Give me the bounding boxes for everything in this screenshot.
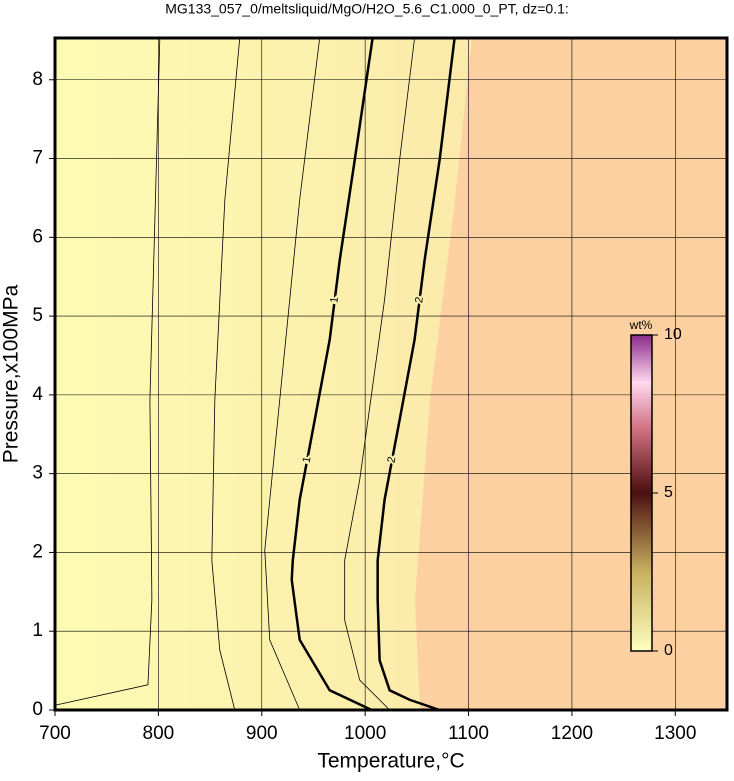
colorbar-tick-label: 5 xyxy=(664,484,673,501)
x-tick-label: 1000 xyxy=(344,723,386,744)
contour-line xyxy=(211,37,241,711)
contour-line xyxy=(264,37,321,711)
colorbar-tick-label: 0 xyxy=(664,642,673,659)
chart-title: MG133_057_0/meltsliquid/MgO/H2O_5.6_C1.0… xyxy=(165,1,569,17)
contour-label: 1 xyxy=(328,296,341,304)
y-tick-label: 1 xyxy=(32,620,43,641)
region-fill xyxy=(415,38,727,710)
colorbar xyxy=(630,334,653,652)
contour-line xyxy=(54,37,161,706)
colorbar-tick-label: 10 xyxy=(664,326,682,343)
contour-line-major xyxy=(290,37,374,712)
x-tick-label: 1100 xyxy=(448,723,489,744)
x-tick-label: 800 xyxy=(143,723,175,744)
y-tick-label: 0 xyxy=(32,699,43,720)
contour-line xyxy=(344,37,415,711)
x-tick-label: 1300 xyxy=(654,723,696,744)
y-tick-label: 6 xyxy=(32,226,43,247)
x-axis-label: Temperature,°C xyxy=(317,750,464,773)
y-axis-label: Pressure,x100MPa xyxy=(0,284,23,463)
x-tick-label: 900 xyxy=(246,723,278,744)
y-tick-label: 2 xyxy=(32,541,43,562)
y-tick-label: 3 xyxy=(32,463,43,484)
frame xyxy=(53,36,729,712)
x-tick-label: 700 xyxy=(39,723,71,744)
contour-line-major xyxy=(376,37,456,712)
y-tick-label: 8 xyxy=(32,69,43,90)
y-tick-label: 7 xyxy=(32,148,43,169)
x-tick-label: 1200 xyxy=(551,723,593,744)
contour-label: 2 xyxy=(413,296,426,304)
y-tick-label: 5 xyxy=(32,305,43,326)
colorbar-label: wt% xyxy=(629,318,653,332)
y-tick-label: 4 xyxy=(32,384,43,405)
